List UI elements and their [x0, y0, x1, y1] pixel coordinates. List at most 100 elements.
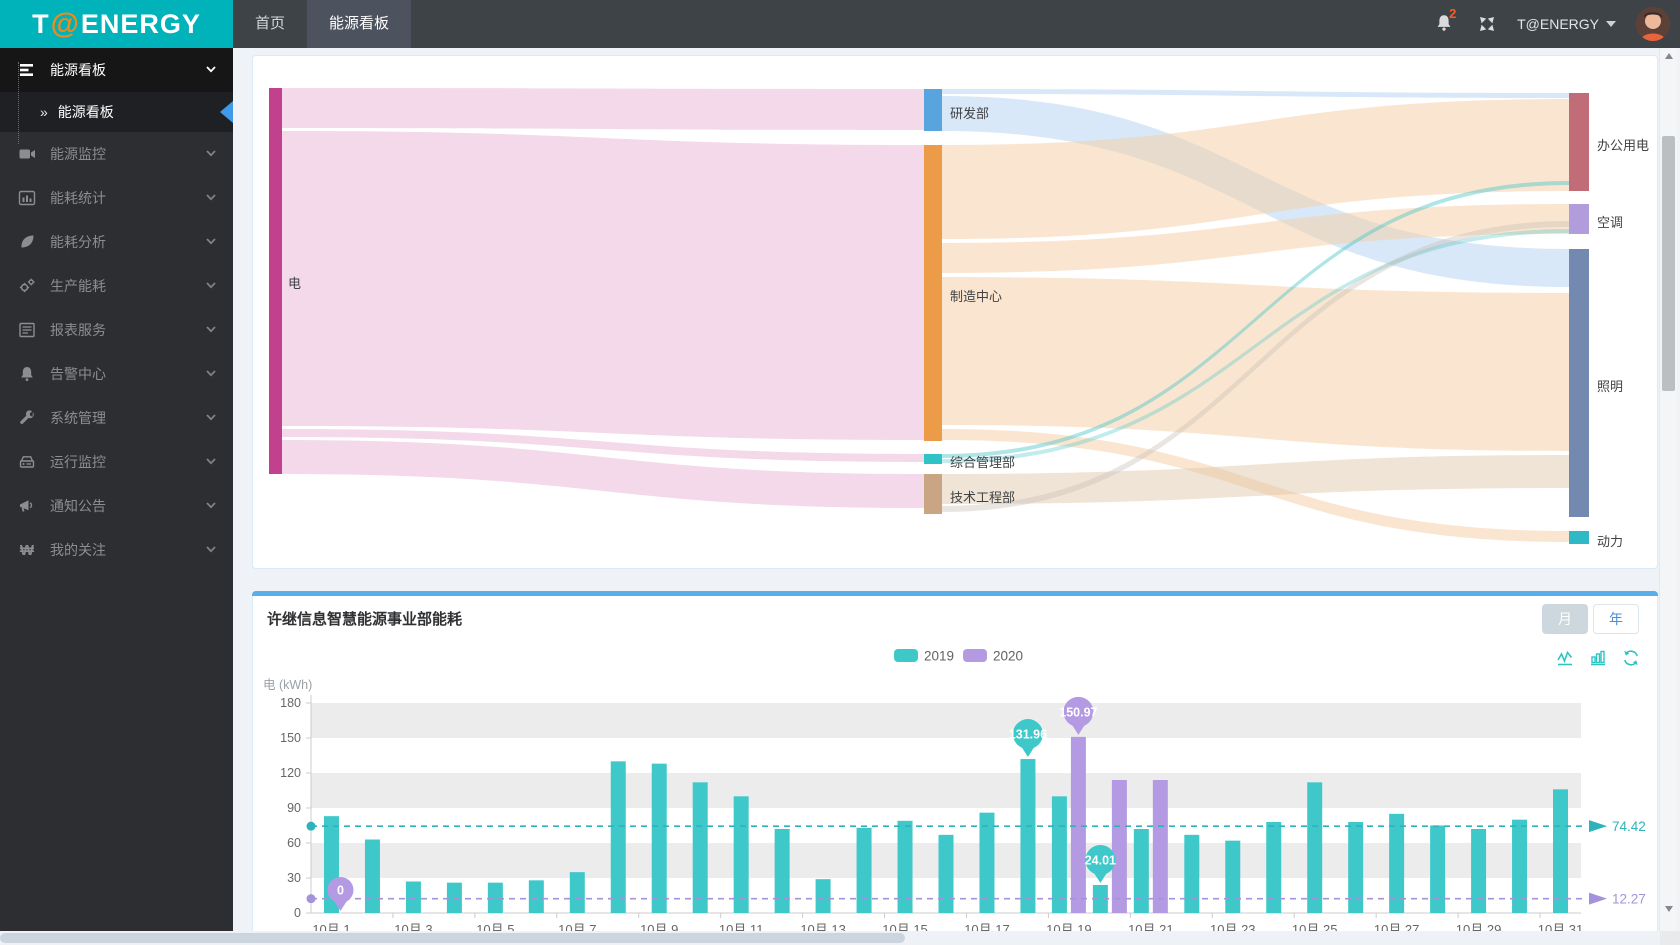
bar-2019-10月 8[interactable] — [610, 761, 626, 913]
bar-2019-10月 16[interactable] — [938, 834, 954, 913]
refresh-icon[interactable] — [1621, 648, 1641, 668]
sankey-link-8[interactable] — [942, 277, 1569, 451]
bar-2019-10月 2[interactable] — [364, 839, 380, 914]
sidebar-item-megaphone[interactable]: 通知公告 — [0, 484, 233, 528]
bar-2019-10月 22[interactable] — [1184, 834, 1200, 913]
bar-2020-10月 19[interactable] — [1070, 736, 1086, 913]
sidebar-item-bell[interactable]: 告警中心 — [0, 352, 233, 396]
bar-2019-10月 27[interactable] — [1389, 813, 1405, 913]
bar-2019-10月 12[interactable] — [774, 829, 790, 913]
horizontal-scrollbar[interactable] — [0, 931, 1680, 945]
sankey-link-3[interactable] — [282, 440, 924, 508]
notification-bell-button[interactable]: 2 — [1433, 6, 1457, 36]
fullscreen-icon[interactable] — [1477, 14, 1497, 34]
header-tabs: 首页 能源看板 — [233, 0, 412, 48]
toggle-月-button[interactable]: 月 — [1542, 604, 1588, 634]
sankey-node-rd[interactable] — [924, 89, 942, 131]
sankey-link-1[interactable] — [282, 131, 924, 440]
sankey-link-11[interactable] — [942, 229, 1569, 463]
marker-pin-2019-min[interactable] — [1085, 844, 1116, 875]
legend-label-2020[interactable]: 2020 — [993, 649, 1023, 664]
bar-2019-10月 30[interactable] — [1512, 819, 1528, 913]
sankey-link-0[interactable] — [282, 88, 924, 130]
sidebar-item-leaf[interactable]: 能耗分析 — [0, 220, 233, 264]
bar-2019-10月 4[interactable] — [446, 882, 462, 913]
bar-2019-10月 21[interactable] — [1133, 829, 1149, 913]
marker-pin-2019-max[interactable] — [1012, 719, 1043, 750]
marker-pin-2020-max[interactable] — [1063, 696, 1094, 727]
sankey-node-mfg[interactable] — [924, 145, 942, 441]
bar-2019-10月 24[interactable] — [1266, 822, 1282, 913]
sankey-node-office[interactable] — [1569, 93, 1589, 191]
vertical-scroll-thumb[interactable] — [1662, 136, 1675, 391]
bar-2020-10月 20[interactable] — [1111, 780, 1127, 913]
sidebar-item-report[interactable]: 报表服务 — [0, 308, 233, 352]
bar-2020-10月 21[interactable] — [1152, 780, 1168, 913]
bar-chart-icon[interactable] — [1588, 648, 1608, 668]
avatar[interactable] — [1636, 7, 1670, 41]
marker-pin-2020-min[interactable] — [327, 877, 354, 903]
wrench-icon — [20, 410, 34, 424]
sankey-link-12[interactable] — [942, 455, 1569, 504]
sankey-node-elec[interactable] — [269, 88, 282, 474]
bar-2019-10月 18[interactable] — [1020, 759, 1036, 913]
bar-2019-10月 5[interactable] — [487, 882, 503, 913]
bar-2019-10月 9[interactable] — [651, 763, 667, 913]
sankey-link-2[interactable] — [282, 429, 924, 462]
bar-2019-10月 10[interactable] — [692, 782, 708, 913]
sankey-link-4[interactable] — [942, 89, 1569, 98]
sidebar-item-gears[interactable]: 生产能耗 — [0, 264, 233, 308]
y-tick-label: 90 — [287, 801, 301, 815]
sankey-node-ac[interactable] — [1569, 204, 1589, 234]
bar-2019-10月 6[interactable] — [528, 880, 544, 913]
vertical-scrollbar[interactable] — [1659, 48, 1677, 931]
sidebar-item-camera[interactable]: 能源监控 — [0, 132, 233, 176]
sidebar-item-bar-chart[interactable]: 能耗统计 — [0, 176, 233, 220]
sankey-link-13[interactable] — [942, 221, 1569, 512]
bar-2019-10月 14[interactable] — [856, 827, 872, 913]
sidebar-item-wrench[interactable]: 系统管理 — [0, 396, 233, 440]
bar-2019-10月 15[interactable] — [897, 820, 913, 913]
legend-swatch-2020[interactable] — [963, 649, 987, 662]
bar-2019-10月 28[interactable] — [1430, 825, 1446, 914]
scroll-up-button[interactable] — [1660, 48, 1677, 64]
sidebar-subitem-dashboard[interactable]: » 能源看板 — [0, 62, 233, 144]
tab-1[interactable]: 能源看板 — [307, 0, 412, 48]
top-header: T @ ENERGY 首页 能源看板 2 T@ENERGY — [0, 0, 1680, 48]
sankey-link-10[interactable] — [942, 181, 1569, 458]
legend-swatch-2019[interactable] — [894, 649, 918, 662]
line-chart-icon[interactable] — [1555, 648, 1575, 668]
legend-label-2019[interactable]: 2019 — [924, 649, 954, 664]
bar-2019-10月 11[interactable] — [733, 796, 749, 913]
sankey-node-power[interactable] — [1569, 531, 1589, 544]
scroll-down-button[interactable] — [1660, 901, 1677, 917]
bar-2019-10月 26[interactable] — [1348, 822, 1364, 913]
user-menu[interactable]: T@ENERGY — [1517, 16, 1616, 32]
logo-text-prefix: T — [32, 8, 50, 39]
bar-2019-10月 25[interactable] — [1307, 782, 1323, 913]
sidebar-item-label: 报表服务 — [50, 322, 106, 338]
sankey-node-light[interactable] — [1569, 249, 1589, 517]
sankey-node-eng[interactable] — [924, 474, 942, 514]
horizontal-scroll-thumb[interactable] — [0, 933, 905, 943]
sankey-link-9[interactable] — [942, 429, 1569, 542]
sankey-link-6[interactable] — [942, 99, 1569, 239]
bar-2019-10月 23[interactable] — [1225, 840, 1241, 913]
sankey-node-admin[interactable] — [924, 454, 942, 464]
sidebar-item-drive[interactable]: 运行监控 — [0, 440, 233, 484]
bar-2019-10月 20[interactable] — [1092, 884, 1108, 913]
bar-2019-10月 13[interactable] — [815, 879, 831, 913]
sankey-link-7[interactable] — [942, 204, 1569, 273]
sidebar-item-won[interactable]: ₩ 我的关注 — [0, 528, 233, 572]
bar-2019-10月 7[interactable] — [569, 872, 585, 913]
marker-pin-tip — [1071, 723, 1086, 735]
bar-2019-10月 29[interactable] — [1471, 829, 1487, 913]
bar-2019-10月 17[interactable] — [979, 812, 995, 913]
sidebar-item-dashboard[interactable]: 能源看板 — [0, 48, 233, 92]
bar-2019-10月 31[interactable] — [1553, 789, 1569, 913]
bar-2019-10月 19[interactable] — [1051, 796, 1067, 913]
toggle-年-button[interactable]: 年 — [1593, 604, 1639, 634]
tab-0[interactable]: 首页 — [255, 15, 286, 32]
bar-2019-10月 3[interactable] — [405, 881, 421, 914]
